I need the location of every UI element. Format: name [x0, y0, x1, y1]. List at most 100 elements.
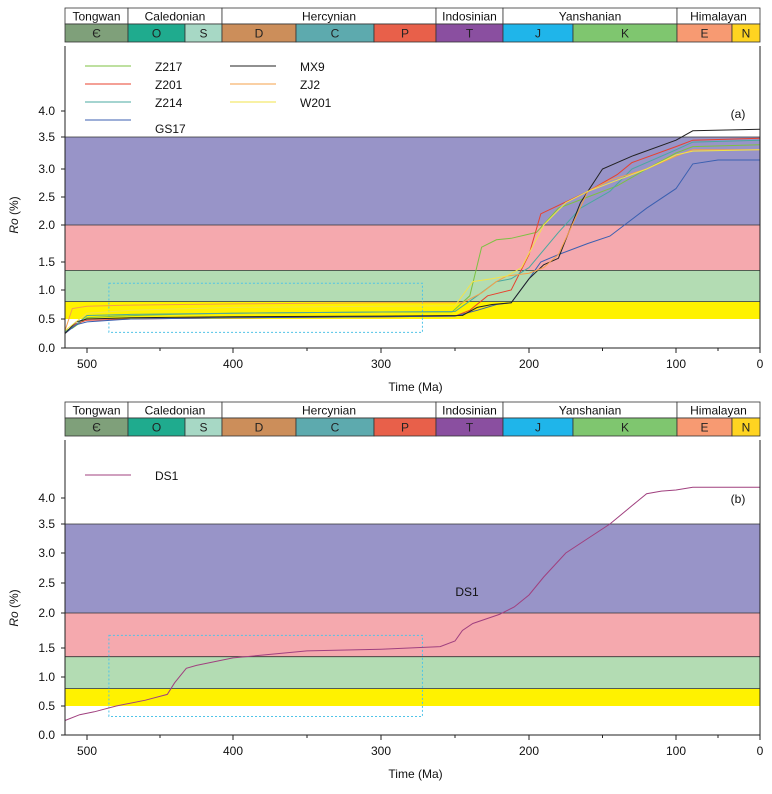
timescale-header: Tongwan Caledonian Hercynian Indosinian Yans…	[64, 401, 761, 437]
y-tick-label: 3.5	[38, 130, 55, 144]
maturity-zone	[65, 613, 760, 657]
era-label: Himalayan	[690, 10, 747, 24]
y-axis-title: Ro (%)	[7, 589, 21, 626]
period-label: E	[700, 27, 708, 41]
curve-annotation: DS1	[455, 585, 479, 599]
legend-label-w201: W201	[300, 96, 332, 110]
maturity-zone	[65, 270, 760, 302]
period-label: K	[621, 27, 629, 41]
y-tick-label: 0.0	[38, 341, 55, 355]
panel-tag: (a)	[731, 107, 746, 121]
era-label: Indosinian	[442, 404, 497, 418]
y-tick-label: 3.5	[38, 517, 55, 531]
panel-tag: (b)	[731, 492, 746, 506]
period-label: D	[255, 27, 264, 41]
legend-label-ds1: DS1	[155, 469, 179, 483]
era-label: Caledonian	[145, 404, 206, 418]
y-tick-label: 3.0	[38, 546, 55, 560]
x-tick-label: 400	[223, 357, 243, 371]
highlight-box	[108, 634, 423, 717]
y-tick-label: 0.0	[38, 728, 55, 742]
y-tick-label: 0.5	[38, 312, 55, 326]
period-label: C	[331, 421, 340, 435]
y-axis-title-italic: Ro	[7, 218, 21, 234]
period-label: T	[466, 27, 474, 41]
legend-label-z217: Z217	[155, 60, 183, 74]
y-axis-title-unit: (%)	[7, 589, 21, 611]
legend-label-z214: Z214	[155, 96, 183, 110]
period-label: O	[152, 421, 161, 435]
period-label: N	[742, 421, 751, 435]
period-label: Є	[92, 421, 101, 435]
era-label: Hercynian	[302, 10, 356, 24]
y-tick-label: 1.0	[38, 283, 55, 297]
period-label: J	[535, 27, 541, 41]
maturity-zone	[65, 688, 760, 706]
plot-area: 500 400 300 200 100 0 Time (Ma) 0.0 0.5 1.0 1.5 2.0…	[7, 46, 764, 394]
legend: DS1	[85, 469, 179, 483]
era-label: Himalayan	[690, 404, 747, 418]
y-tick-label: 1.0	[38, 670, 55, 684]
x-tick-label: 300	[371, 357, 391, 371]
legend-label-gs17: GS17	[155, 122, 186, 136]
y-tick-label: 4.0	[38, 491, 55, 505]
x-tick-label: 200	[519, 744, 539, 758]
y-tick-label: 2.0	[38, 606, 55, 620]
period-label: Є	[92, 27, 101, 41]
x-tick-label: 500	[77, 744, 97, 758]
x-tick-label: 500	[77, 357, 97, 371]
y-axis-title: Ro (%)	[7, 196, 21, 233]
y-tick-label: 2.5	[38, 576, 55, 590]
series-line-ds1	[64, 486, 760, 721]
x-tick-label: 200	[519, 357, 539, 371]
legend-label-zj2: ZJ2	[300, 78, 320, 92]
period-label: N	[742, 27, 751, 41]
series-line-mx9	[64, 128, 761, 334]
period-label: D	[255, 421, 264, 435]
legend: Z217 Z201 Z214 GS17 MX9 ZJ2 W201	[85, 60, 332, 136]
era-label: Yanshanian	[559, 10, 622, 24]
maturity-zone	[65, 524, 760, 613]
timescale-header: Tongwan Caledonian Hercynian Indosinian Yans…	[64, 7, 761, 43]
period-label: T	[466, 421, 474, 435]
y-tick-label: 4.0	[38, 104, 55, 118]
plot-area: 500 400 300 200 100 0 Time (Ma) 0.0 0.5 1.0 1.5 2.0…	[7, 440, 764, 781]
maturity-zone	[65, 301, 760, 319]
panel-b: Tongwan Caledonian Hercynian Indosinian Yans…	[7, 401, 764, 781]
y-tick-label: 1.5	[38, 641, 55, 655]
x-axis-title: Time (Ma)	[388, 767, 442, 781]
period-label: C	[331, 27, 340, 41]
x-axis-title: Time (Ma)	[388, 380, 442, 394]
x-tick-label: 300	[371, 744, 391, 758]
period-label: P	[401, 421, 409, 435]
y-tick-label: 2.0	[38, 218, 55, 232]
x-tick-label: 0	[757, 744, 764, 758]
maturity-zone	[65, 137, 760, 225]
series-line-z217	[64, 144, 761, 332]
highlight-box	[108, 282, 423, 333]
era-label: Caledonian	[145, 10, 206, 24]
era-label: Hercynian	[302, 404, 356, 418]
era-label: Tongwan	[72, 10, 120, 24]
period-label: J	[535, 421, 541, 435]
period-label: S	[199, 421, 207, 435]
y-tick-label: 0.5	[38, 699, 55, 713]
series-line-z214	[64, 139, 761, 333]
panel-a: Tongwan Caledonian Hercynian Indosinian Yans…	[7, 7, 764, 394]
maturity-zone	[65, 225, 760, 271]
era-label: Indosinian	[442, 10, 497, 24]
period-label: P	[401, 27, 409, 41]
x-tick-label: 400	[223, 744, 243, 758]
x-tick-label: 0	[757, 357, 764, 371]
period-label: E	[700, 421, 708, 435]
era-label: Yanshanian	[559, 404, 622, 418]
y-axis-title-unit: (%)	[7, 196, 21, 218]
y-axis-title-italic: Ro	[7, 611, 21, 627]
legend-label-z201: Z201	[155, 78, 183, 92]
y-tick-label: 2.5	[38, 190, 55, 204]
period-cell	[731, 23, 761, 43]
period-label: O	[152, 27, 161, 41]
x-tick-label: 100	[666, 744, 686, 758]
maturity-zone	[65, 656, 760, 689]
